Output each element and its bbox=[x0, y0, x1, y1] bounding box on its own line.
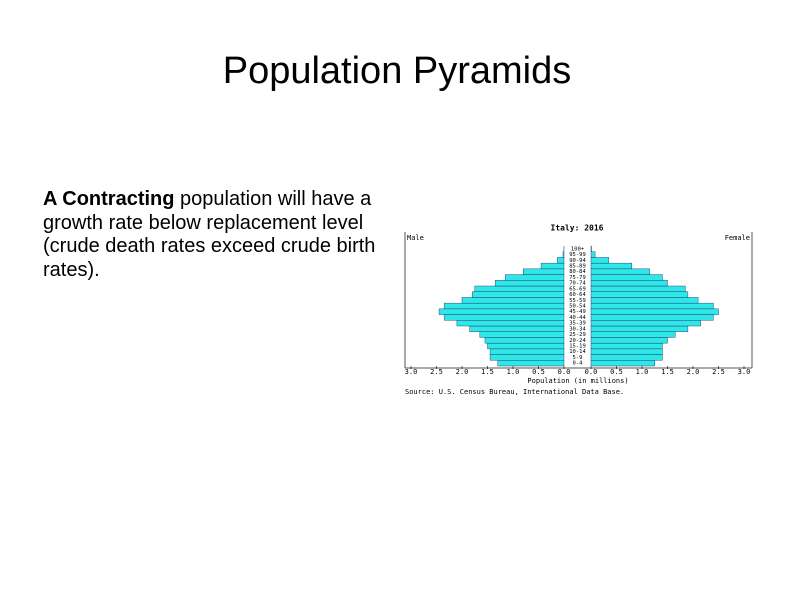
age-label: 20-24 bbox=[569, 338, 586, 344]
x-tick-label: 2.5 bbox=[712, 368, 725, 376]
bar bbox=[557, 257, 565, 264]
bar bbox=[590, 342, 663, 350]
bar bbox=[562, 251, 565, 258]
age-label: 80-84 bbox=[569, 269, 586, 275]
bar bbox=[590, 308, 719, 315]
x-tick-label: 0.0 bbox=[558, 368, 571, 376]
bar bbox=[590, 268, 650, 275]
legend-label: Female bbox=[725, 234, 750, 242]
age-label: 40-44 bbox=[569, 315, 586, 321]
age-label: 65-69 bbox=[569, 286, 586, 292]
bar bbox=[522, 268, 565, 275]
bar bbox=[471, 291, 565, 298]
x-axis-label: Population (in millions) bbox=[527, 377, 628, 385]
x-tick-label: 3.0 bbox=[738, 368, 751, 376]
bar bbox=[590, 348, 663, 355]
body-sentence: population will have a growth rate below… bbox=[43, 188, 376, 281]
bar bbox=[590, 280, 668, 287]
age-label: 5-9 bbox=[573, 355, 583, 361]
age-label: 95-99 bbox=[569, 252, 586, 258]
x-tick-label: 0.5 bbox=[532, 368, 545, 376]
bar bbox=[590, 320, 701, 327]
age-label: 25-29 bbox=[569, 332, 586, 338]
bar bbox=[590, 354, 663, 361]
slide-title: Population Pyramids bbox=[222, 50, 572, 92]
population-pyramid: Italy: 2016 Population (in millions) Sou… bbox=[404, 224, 753, 396]
x-tick-label: 2.0 bbox=[687, 368, 700, 376]
bold-term: A Contracting bbox=[43, 188, 175, 210]
age-label: 45-49 bbox=[569, 309, 586, 315]
bar bbox=[590, 331, 676, 338]
bar bbox=[590, 251, 596, 258]
x-tick-label: 2.5 bbox=[430, 368, 443, 376]
age-label: 15-19 bbox=[569, 344, 586, 350]
age-label: 0-4 bbox=[573, 361, 584, 367]
bar bbox=[456, 320, 565, 327]
age-label: 70-74 bbox=[569, 281, 586, 287]
age-label: 90-94 bbox=[569, 258, 586, 264]
bar bbox=[540, 262, 565, 270]
source: Source: U.S. Census Bureau, Internationa… bbox=[405, 388, 624, 396]
bar bbox=[590, 257, 610, 264]
age-label: 85-89 bbox=[569, 264, 586, 270]
age-label: 75-79 bbox=[569, 275, 586, 281]
bar bbox=[590, 245, 592, 252]
bar bbox=[590, 297, 699, 304]
bar bbox=[494, 280, 565, 287]
x-tick-label: 0.5 bbox=[610, 368, 623, 376]
bar bbox=[505, 274, 565, 281]
body-text: A Contracting population will have a gro… bbox=[43, 188, 393, 282]
age-label: 30-34 bbox=[569, 326, 586, 332]
legend-label: Male bbox=[407, 234, 424, 242]
bar bbox=[590, 325, 689, 332]
bar bbox=[438, 308, 565, 315]
bar bbox=[443, 314, 565, 321]
age-label: 35-39 bbox=[569, 321, 586, 327]
bar bbox=[487, 342, 565, 350]
x-tick-label: 2.0 bbox=[456, 368, 469, 376]
bar bbox=[489, 354, 565, 361]
bar bbox=[461, 297, 565, 304]
bar bbox=[489, 348, 565, 355]
age-label: 55-59 bbox=[569, 298, 586, 304]
x-tick-label: 3.0 bbox=[405, 368, 418, 376]
x-tick-label: 1.0 bbox=[507, 368, 520, 376]
x-tick-label: 1.5 bbox=[481, 368, 494, 376]
bar bbox=[484, 337, 565, 344]
bar bbox=[497, 360, 565, 367]
age-label: 100+ bbox=[571, 246, 585, 252]
bar bbox=[590, 291, 689, 298]
bar bbox=[590, 274, 663, 281]
bar bbox=[443, 302, 565, 310]
age-label: 50-54 bbox=[569, 304, 586, 310]
bar bbox=[474, 285, 565, 292]
x-tick-label: 1.5 bbox=[661, 368, 674, 376]
bar bbox=[590, 314, 714, 321]
bar bbox=[590, 360, 655, 367]
bar bbox=[590, 285, 686, 292]
bar bbox=[590, 337, 668, 344]
age-label: 10-14 bbox=[569, 349, 586, 355]
bar bbox=[479, 331, 565, 338]
x-tick-label: 0.0 bbox=[585, 368, 598, 376]
x-tick-label: 1.0 bbox=[636, 368, 649, 376]
bar bbox=[469, 325, 565, 332]
bar bbox=[590, 302, 714, 310]
bar bbox=[590, 262, 632, 270]
chart-title: Italy: 2016 bbox=[551, 224, 604, 233]
age-label: 60-64 bbox=[569, 292, 586, 298]
